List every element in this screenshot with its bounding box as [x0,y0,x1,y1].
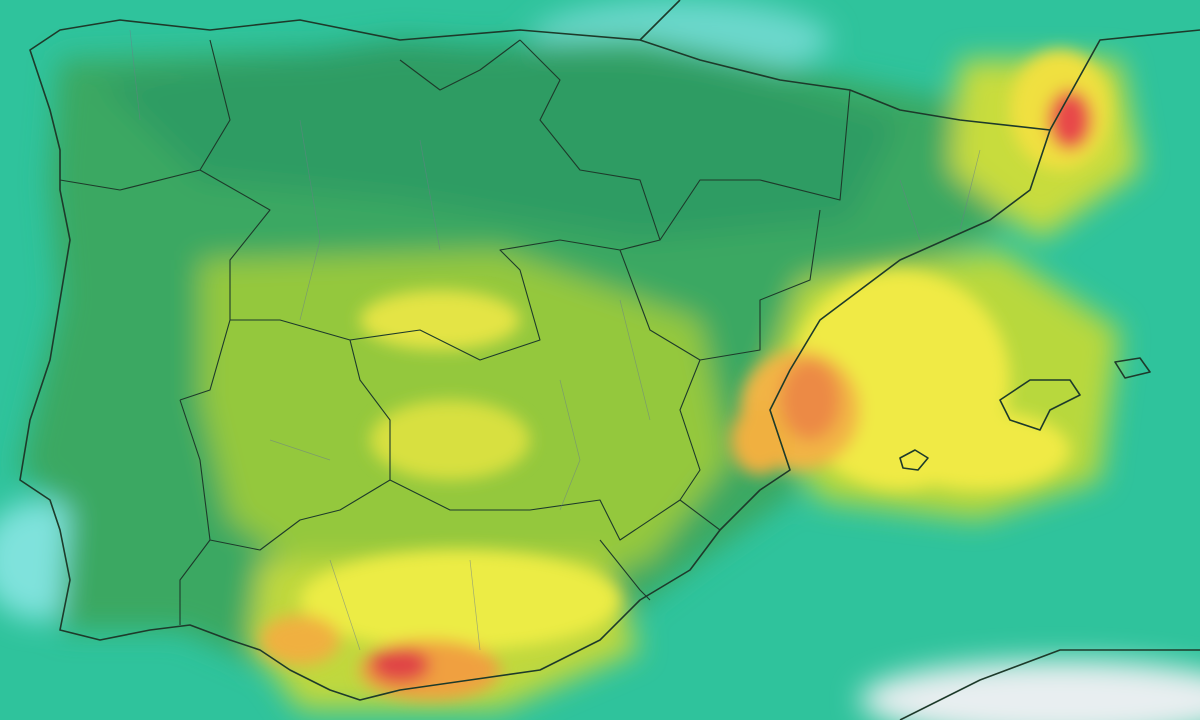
warm-layer [260,50,1110,700]
orange-area [730,405,790,475]
island-outline [1114,357,1151,379]
province-borders [129,29,981,651]
peninsula-outline [19,19,1051,701]
orange-area [260,615,340,665]
green-area [100,40,900,240]
island-outline [999,379,1081,431]
island-outline [899,449,929,471]
yellow-area [360,290,520,350]
region-border [679,359,721,531]
yellow-area [370,400,530,480]
region-border [349,339,651,601]
cool-area [860,660,1200,720]
red-area [1048,90,1092,150]
region-border [659,89,851,241]
orange-area [780,360,840,440]
region-border [619,209,821,361]
yellow-area [300,550,620,650]
province-border [129,29,981,651]
region-border [179,539,211,625]
africa-coast [899,649,1200,720]
region-border [179,319,681,551]
coastline [19,0,1200,720]
red-area [370,647,430,683]
border-line [639,0,1200,131]
region-border [399,39,521,91]
region-borders [59,39,851,625]
yellow-area [890,410,1070,490]
